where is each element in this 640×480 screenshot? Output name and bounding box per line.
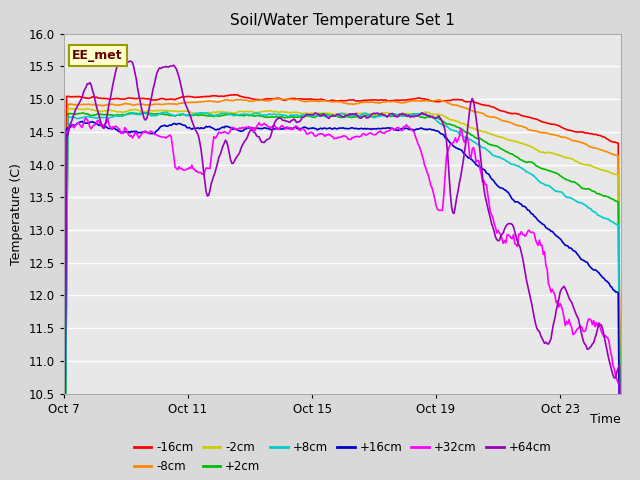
-16cm <box>572 129 579 135</box>
Line: +32cm: +32cm <box>64 118 621 480</box>
-8cm <box>617 461 625 467</box>
+16cm <box>78 119 86 124</box>
+32cm <box>448 141 456 147</box>
+32cm <box>490 220 498 226</box>
+64cm <box>126 58 134 64</box>
+16cm <box>490 179 498 184</box>
+2cm <box>490 143 498 149</box>
Line: +64cm: +64cm <box>64 61 621 480</box>
+16cm <box>502 187 509 193</box>
+8cm <box>502 158 509 164</box>
-16cm <box>103 96 111 101</box>
Line: -2cm: -2cm <box>64 108 621 480</box>
-16cm <box>448 97 456 103</box>
-2cm <box>490 132 498 138</box>
-2cm <box>64 106 72 111</box>
-8cm <box>448 102 456 108</box>
+64cm <box>448 204 456 210</box>
+2cm <box>572 180 579 186</box>
Line: +8cm: +8cm <box>64 112 621 480</box>
-8cm <box>275 96 282 102</box>
+8cm <box>385 113 392 119</box>
+16cm <box>104 125 112 131</box>
-2cm <box>104 107 112 113</box>
+8cm <box>103 115 111 121</box>
+64cm <box>385 113 392 119</box>
+64cm <box>502 223 509 229</box>
-2cm <box>448 117 456 123</box>
+32cm <box>385 128 392 134</box>
-16cm <box>490 105 498 110</box>
-8cm <box>490 114 498 120</box>
-8cm <box>502 119 509 124</box>
+8cm <box>162 109 170 115</box>
-2cm <box>502 136 509 142</box>
Text: EE_met: EE_met <box>72 49 123 62</box>
Text: Time: Time <box>590 413 621 426</box>
+32cm <box>60 447 68 453</box>
Title: Soil/Water Temperature Set 1: Soil/Water Temperature Set 1 <box>230 13 455 28</box>
+8cm <box>490 153 498 158</box>
+16cm <box>385 125 392 131</box>
Line: +2cm: +2cm <box>64 113 621 480</box>
-8cm <box>103 102 111 108</box>
+64cm <box>490 229 498 235</box>
-2cm <box>617 474 625 480</box>
-16cm <box>385 98 392 104</box>
Y-axis label: Temperature (C): Temperature (C) <box>10 163 23 264</box>
+8cm <box>572 198 579 204</box>
-16cm <box>502 109 509 115</box>
-8cm <box>385 98 392 104</box>
Line: +16cm: +16cm <box>64 121 621 480</box>
+2cm <box>141 110 149 116</box>
+32cm <box>104 116 112 122</box>
Line: -8cm: -8cm <box>64 99 621 480</box>
+32cm <box>82 115 90 121</box>
-2cm <box>572 158 579 164</box>
+2cm <box>502 149 509 155</box>
+2cm <box>103 112 111 118</box>
+8cm <box>448 127 456 133</box>
Line: -16cm: -16cm <box>64 95 621 480</box>
+64cm <box>103 115 111 121</box>
-16cm <box>233 92 241 97</box>
+2cm <box>448 122 456 128</box>
+2cm <box>385 113 392 119</box>
-8cm <box>572 138 579 144</box>
+16cm <box>448 141 456 146</box>
+64cm <box>572 310 579 316</box>
+32cm <box>502 240 509 246</box>
-2cm <box>385 110 392 116</box>
+16cm <box>572 249 579 254</box>
+32cm <box>572 329 579 335</box>
Legend: -16cm, -8cm, -2cm, +2cm, +8cm, +16cm, +32cm, +64cm: -16cm, -8cm, -2cm, +2cm, +8cm, +16cm, +3… <box>129 436 556 478</box>
